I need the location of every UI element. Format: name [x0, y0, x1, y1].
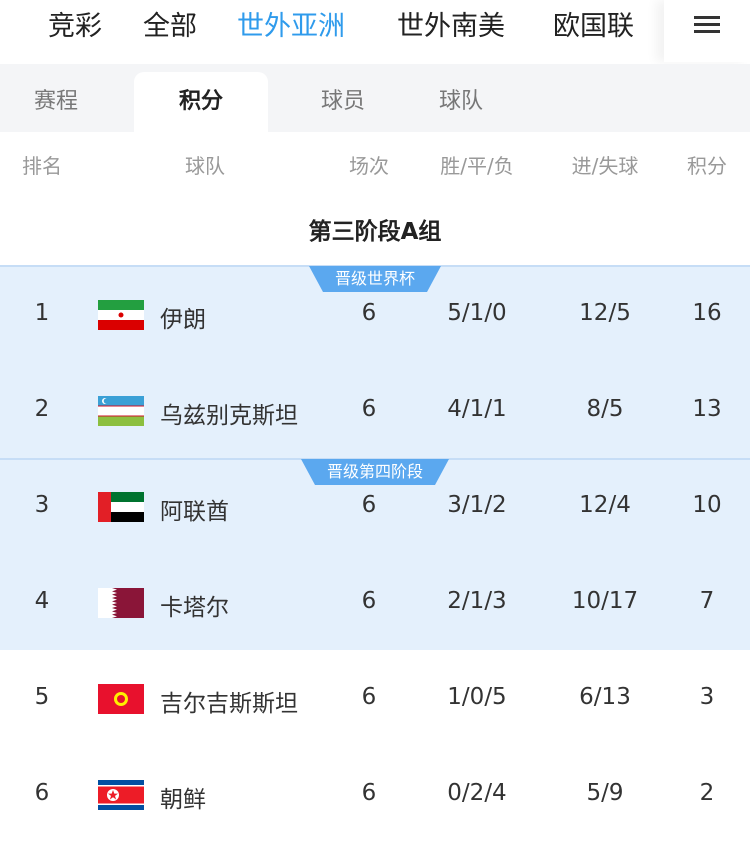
nav-asia-qualifiers[interactable]: 世外亚洲	[237, 11, 345, 42]
table-row[interactable]: 4 卡塔尔 6 2/1/3 10/17 7	[0, 554, 750, 650]
wdl: 0/2/4	[447, 780, 507, 806]
wdl: 1/0/5	[447, 684, 507, 710]
table-row[interactable]: 2 乌兹别克斯坦 6 4/1/1 8/5 13	[0, 362, 750, 458]
points: 10	[692, 492, 722, 518]
header-wdl: 胜/平/负	[440, 154, 514, 178]
wdl: 2/1/3	[447, 588, 507, 614]
tab-players[interactable]: 球员	[321, 89, 366, 114]
header-rank: 排名	[22, 154, 62, 178]
played: 6	[361, 588, 377, 614]
rank: 6	[34, 780, 50, 806]
uae-flag-icon	[98, 492, 144, 522]
wdl: 3/1/2	[447, 492, 507, 518]
wdl: 5/1/0	[447, 300, 507, 326]
qatar-flag-icon	[98, 588, 144, 618]
team-name[interactable]: 吉尔吉斯斯坦	[160, 691, 298, 717]
tab-standings[interactable]: 积分	[134, 72, 268, 132]
north-korea-flag-icon	[98, 780, 144, 810]
tab-schedule[interactable]: 赛程	[34, 89, 79, 114]
goals: 5/9	[586, 780, 624, 806]
nav-south-america-qualifiers[interactable]: 世外南美	[397, 11, 505, 42]
uzbekistan-flag-icon	[98, 396, 144, 426]
header-played: 场次	[349, 154, 389, 178]
qualify-world-cup-badge: 晋级世界杯	[309, 266, 441, 292]
rank: 4	[34, 588, 50, 614]
played: 6	[361, 300, 377, 326]
zone-label: 晋级世界杯	[0, 266, 750, 292]
sub-tabs: 赛程 积分 球员 球队	[0, 64, 750, 132]
goals: 12/4	[579, 492, 631, 518]
team-name[interactable]: 乌兹别克斯坦	[160, 403, 298, 429]
played: 6	[361, 396, 377, 422]
team-name[interactable]: 朝鲜	[160, 787, 206, 813]
points: 13	[692, 396, 722, 422]
table-row[interactable]: 5 吉尔吉斯斯坦 6 1/0/5 6/13 3	[0, 650, 750, 746]
kyrgyzstan-flag-icon	[98, 684, 144, 714]
header-goals: 进/失球	[571, 154, 639, 178]
team-name[interactable]: 伊朗	[160, 307, 206, 333]
team-name[interactable]: 卡塔尔	[160, 595, 229, 621]
hamburger-icon[interactable]	[664, 0, 750, 62]
played: 6	[361, 780, 377, 806]
rank: 1	[34, 300, 50, 326]
zone-label: 晋级第四阶段	[0, 459, 750, 485]
played: 6	[361, 684, 377, 710]
header-points: 积分	[687, 154, 727, 178]
nav-nations-league[interactable]: 欧国联	[553, 11, 634, 42]
iran-flag-icon	[98, 300, 144, 330]
top-nav: 竞彩 全部 世外亚洲 世外南美 欧国联	[0, 0, 750, 62]
played: 6	[361, 492, 377, 518]
rank: 5	[34, 684, 50, 710]
rank: 2	[34, 396, 50, 422]
points: 7	[699, 588, 715, 614]
table-header: 排名 球队 场次 胜/平/负 进/失球 积分	[0, 150, 750, 190]
wdl: 4/1/1	[447, 396, 507, 422]
rank: 3	[34, 492, 50, 518]
points: 3	[699, 684, 715, 710]
header-team: 球队	[185, 154, 225, 178]
goals: 12/5	[579, 300, 631, 326]
team-name[interactable]: 阿联酋	[160, 499, 229, 525]
tab-teams[interactable]: 球队	[439, 89, 484, 114]
goals: 6/13	[579, 684, 631, 710]
group-title: 第三阶段A组	[308, 219, 442, 245]
goals: 10/17	[571, 588, 639, 614]
points: 2	[699, 780, 715, 806]
qualify-stage4-badge: 晋级第四阶段	[301, 459, 449, 485]
nav-jingcai[interactable]: 竞彩	[48, 11, 102, 42]
table-row[interactable]: 6 朝鲜 6 0/2/4 5/9 2	[0, 746, 750, 842]
goals: 8/5	[586, 396, 624, 422]
points: 16	[692, 300, 722, 326]
nav-all[interactable]: 全部	[143, 11, 197, 42]
